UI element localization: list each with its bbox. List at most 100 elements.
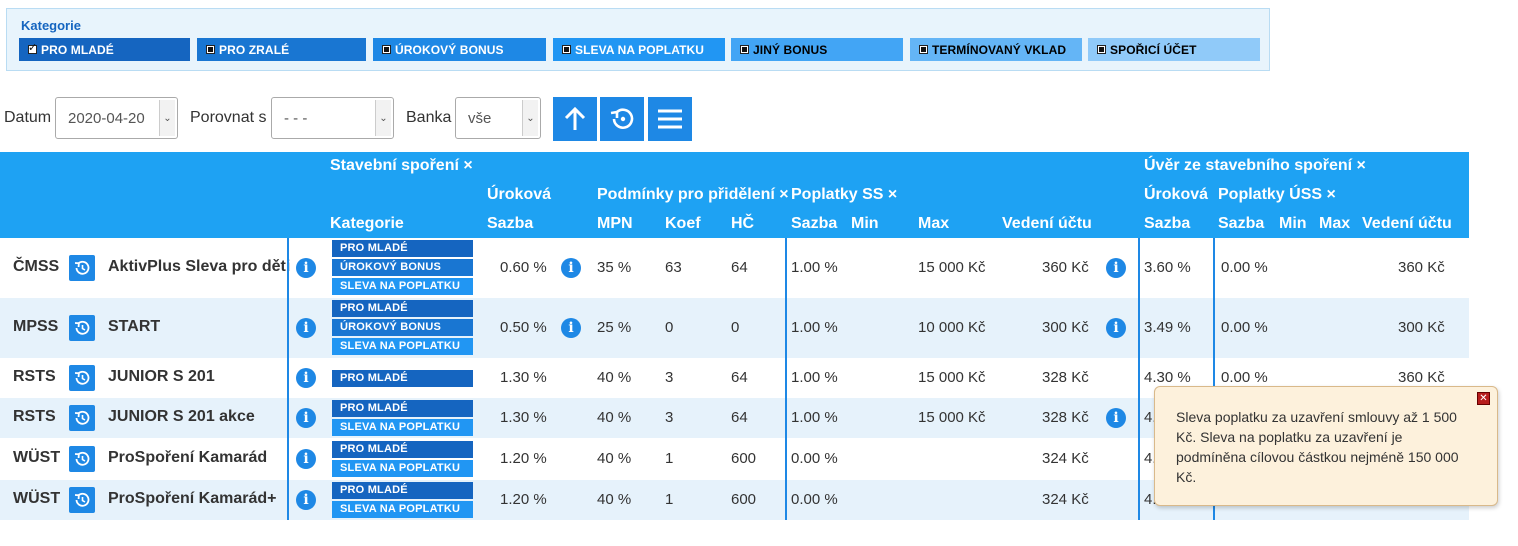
checkbox-icon[interactable]	[562, 45, 571, 54]
hc-value: 0	[731, 319, 740, 336]
rate-value: 1.20 %	[500, 491, 547, 508]
history-icon[interactable]	[69, 255, 95, 281]
loan-rate-value: 4.	[1144, 450, 1157, 467]
info-icon[interactable]: i	[1106, 258, 1126, 278]
col-sazba: Sazba	[487, 215, 534, 232]
mpn-value: 40 %	[597, 369, 632, 386]
info-icon[interactable]: i	[296, 368, 316, 388]
column-divider	[785, 238, 787, 520]
product-name: START	[108, 318, 161, 335]
category-tag: ÚROKOVÝ BONUS	[332, 319, 473, 336]
category-chip[interactable]: JINÝ BONUS	[731, 38, 903, 61]
compare-select[interactable]: - - - ⌄	[271, 97, 394, 139]
checkbox-checked-icon[interactable]	[28, 41, 37, 54]
category-tag: SLEVA NA POPLATKU	[332, 501, 473, 518]
mpn-value: 25 %	[597, 319, 632, 336]
koef-value: 3	[665, 369, 674, 386]
koef-value: 63	[665, 259, 682, 276]
loan-fee-rate-value: 0.00 %	[1221, 319, 1268, 336]
col-loan-vedeni: Vedení účtu	[1362, 215, 1452, 232]
table-row	[0, 298, 1469, 358]
fee-account-value: 328 Kč	[1042, 369, 1089, 386]
category-chip[interactable]: SLEVA NA POPLATKU	[553, 38, 725, 61]
tooltip-popup: ✕ Sleva poplatku za uzavření smlouvy až …	[1154, 386, 1498, 506]
group-poplatky-uss-header[interactable]: Poplatky ÚSS ×	[1218, 186, 1336, 203]
checkbox-icon[interactable]	[1097, 45, 1106, 54]
menu-button[interactable]	[648, 97, 692, 141]
category-chip[interactable]: ÚROKOVÝ BONUS	[373, 38, 546, 61]
info-icon[interactable]: i	[1106, 318, 1126, 338]
group-poplatky-ss-header[interactable]: Poplatky SS ×	[791, 186, 898, 203]
date-select[interactable]: 2020-04-20 ⌄	[55, 97, 178, 139]
fee-rate-value: 1.00 %	[791, 259, 838, 276]
koef-value: 1	[665, 450, 674, 467]
close-icon[interactable]: ✕	[1477, 392, 1490, 405]
fee-rate-value: 1.00 %	[791, 409, 838, 426]
bank-name: RSTS	[13, 368, 56, 385]
koef-value: 3	[665, 409, 674, 426]
info-icon[interactable]: i	[296, 449, 316, 469]
bank-name: WÜST	[13, 449, 61, 466]
col-urokova: Úroková	[487, 186, 552, 203]
group-podminky-header[interactable]: Podmínky pro přidělení ×	[597, 186, 789, 203]
bank-name: RSTS	[13, 408, 56, 425]
mpn-value: 40 %	[597, 491, 632, 508]
bank-value: vše	[468, 109, 492, 127]
history-icon[interactable]	[69, 315, 95, 341]
info-icon[interactable]: i	[296, 490, 316, 510]
col-kategorie: Kategorie	[330, 215, 404, 232]
history-icon[interactable]	[69, 365, 95, 391]
history-icon[interactable]	[69, 405, 95, 431]
category-tag: PRO MLADÉ	[332, 300, 473, 317]
category-tag: PRO MLADÉ	[332, 482, 473, 499]
col-hc: HČ	[731, 215, 755, 232]
checkbox-icon[interactable]	[206, 45, 215, 54]
category-chip[interactable]: PRO ZRALÉ	[197, 38, 366, 61]
mpn-value: 40 %	[597, 450, 632, 467]
loan-rate-value: 4.	[1144, 409, 1157, 426]
col-mpn: MPN	[597, 215, 633, 232]
compare-label: Porovnat s	[190, 109, 267, 126]
history-button[interactable]	[600, 97, 644, 141]
category-chip[interactable]: TERMÍNOVANÝ VKLAD	[910, 38, 1082, 61]
mpn-value: 40 %	[597, 409, 632, 426]
info-icon[interactable]: i	[561, 318, 581, 338]
loan-rate-value: 3.60 %	[1144, 259, 1191, 276]
rate-value: 1.20 %	[500, 450, 547, 467]
col-loan-fee-sazba: Sazba	[1218, 215, 1265, 232]
category-chip-label: SLEVA NA POPLATKU	[575, 42, 705, 57]
checkbox-icon[interactable]	[919, 45, 928, 54]
category-chip[interactable]: PRO MLADÉ	[19, 38, 190, 61]
checkbox-icon[interactable]	[740, 45, 749, 54]
fee-account-value: 324 Kč	[1042, 491, 1089, 508]
info-icon[interactable]: i	[561, 258, 581, 278]
loan-rate-value: 4.	[1144, 491, 1157, 508]
category-tag: ÚROKOVÝ BONUS	[332, 259, 473, 276]
bank-label: Banka	[406, 109, 452, 126]
column-divider	[1138, 238, 1140, 520]
fee-max-value: 15 000 Kč	[918, 409, 986, 426]
chevron-down-icon: ⌄	[375, 100, 391, 136]
chevron-down-icon: ⌄	[159, 100, 175, 136]
info-icon[interactable]: i	[296, 258, 316, 278]
sort-up-button[interactable]	[553, 97, 597, 141]
history-icon[interactable]	[69, 446, 95, 472]
fee-max-value: 15 000 Kč	[918, 369, 986, 386]
category-tag: SLEVA NA POPLATKU	[332, 338, 473, 355]
category-chip-label: PRO ZRALÉ	[219, 42, 290, 57]
group-uss-header[interactable]: Úvěr ze stavebního spoření ×	[1144, 157, 1366, 174]
koef-value: 1	[665, 491, 674, 508]
info-icon[interactable]: i	[1106, 408, 1126, 428]
hc-value: 64	[731, 369, 748, 386]
info-icon[interactable]: i	[296, 318, 316, 338]
info-icon[interactable]: i	[296, 408, 316, 428]
col-koef: Koef	[665, 215, 701, 232]
bank-select[interactable]: vše ⌄	[455, 97, 541, 139]
category-tag: PRO MLADÉ	[332, 370, 473, 387]
history-icon[interactable]	[69, 487, 95, 513]
category-tag: PRO MLADÉ	[332, 400, 473, 417]
category-chip[interactable]: SPOŘICÍ ÚČET	[1088, 38, 1260, 61]
bank-name: WÜST	[13, 490, 61, 507]
group-ss-header[interactable]: Stavební spoření ×	[330, 157, 473, 174]
checkbox-icon[interactable]	[382, 45, 391, 54]
